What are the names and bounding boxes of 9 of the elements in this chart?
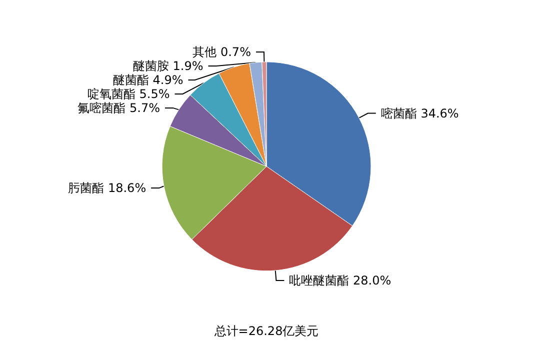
slice-label: 醚菌酯 4.9% bbox=[112, 72, 184, 87]
slice-label: 其他 0.7% bbox=[192, 44, 251, 59]
slice-label: 啶氧菌酯 5.5% bbox=[87, 86, 170, 101]
slice-label: 肟菌酯 18.6% bbox=[68, 181, 146, 196]
slice-label: 氟嘧菌酯 5.7% bbox=[78, 100, 160, 115]
text: 总计=26.28亿美元 bbox=[213, 324, 319, 338]
slice-label: 吡唑醚菌酯 28.0% bbox=[289, 273, 392, 288]
slice-label: 嘧菌酯 34.6% bbox=[380, 106, 459, 120]
slice-label: 醚菌胺 1.9% bbox=[132, 58, 204, 73]
